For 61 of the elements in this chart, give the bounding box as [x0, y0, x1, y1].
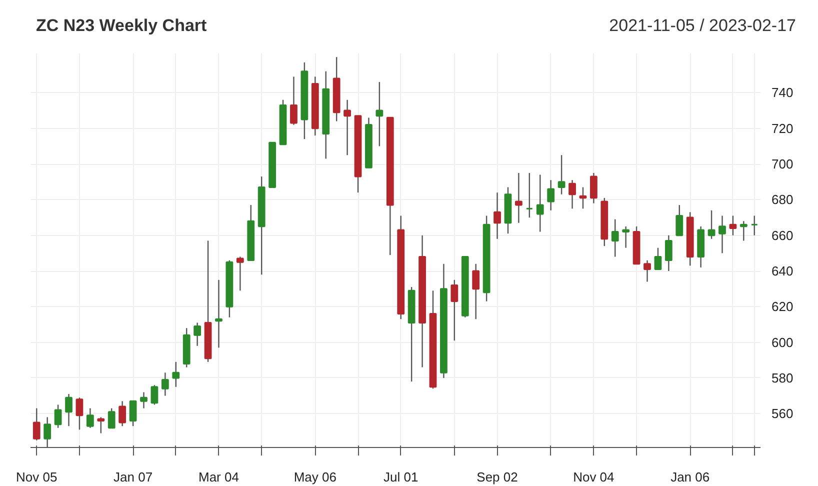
candlestick	[376, 81, 384, 147]
y-tick-label: 700	[772, 156, 794, 172]
candlestick	[76, 396, 84, 430]
candlestick	[194, 322, 202, 346]
candlestick	[97, 416, 105, 434]
candlestick	[472, 263, 480, 320]
candlestick	[536, 174, 544, 232]
candlestick	[547, 179, 555, 211]
candlestick	[86, 408, 94, 428]
candlestick	[654, 247, 662, 270]
x-tick-label: Mar 04	[198, 470, 239, 484]
x-tick-label: Jul 01	[384, 470, 418, 484]
x-tick-label: Sep 02	[476, 470, 518, 484]
candlestick	[644, 260, 651, 282]
candlestick	[150, 384, 158, 406]
candlestick	[32, 408, 40, 441]
candlestick	[708, 210, 716, 240]
candlestick	[344, 99, 351, 156]
y-tick-label: 620	[772, 299, 794, 314]
candlestick	[740, 220, 748, 242]
y-tick-label: 580	[772, 370, 794, 386]
candlestick	[558, 154, 566, 195]
candlestick	[108, 408, 116, 429]
candlestick	[622, 226, 630, 248]
x-tick-label: May 06	[294, 470, 336, 484]
candlestick	[161, 372, 169, 396]
candlestick	[568, 179, 576, 210]
candlestick	[750, 215, 758, 236]
candlestick	[526, 172, 534, 218]
y-tick-label: 640	[772, 264, 794, 278]
y-tick-label: 740	[772, 85, 794, 100]
candlestick	[54, 404, 62, 428]
candlestick	[140, 392, 148, 409]
y-tick-label: 680	[772, 192, 794, 208]
candlestick	[611, 218, 619, 258]
candlestick	[515, 172, 522, 224]
candlestick	[215, 279, 222, 348]
candlestick	[579, 186, 587, 210]
candlestick	[65, 393, 72, 427]
candlestick	[450, 279, 458, 342]
candlestick	[494, 192, 501, 240]
x-tick-label: Jan 06	[670, 470, 710, 484]
y-tick-label: 660	[772, 228, 794, 243]
candlestick	[118, 400, 126, 427]
candlestick	[129, 400, 137, 427]
y-tick-label: 560	[772, 406, 794, 422]
candlestick	[590, 172, 598, 204]
candlestick	[676, 204, 684, 236]
x-tick-label: Nov 05	[16, 470, 58, 484]
candlestick	[236, 256, 244, 292]
candlestick	[729, 215, 737, 236]
y-tick-label: 600	[772, 334, 794, 350]
x-tick-label: Nov 04	[573, 470, 614, 484]
candlestick	[718, 215, 726, 254]
candlestick	[290, 76, 298, 126]
candlestick	[664, 234, 672, 272]
x-tick-label: Jan 07	[114, 470, 153, 484]
chart-subtitle: 2021-11-05 / 2023-02-17	[609, 15, 796, 37]
chart-title: ZC N23 Weekly Chart	[36, 15, 207, 37]
candlestick	[172, 361, 180, 388]
y-tick-label: 720	[772, 120, 794, 136]
